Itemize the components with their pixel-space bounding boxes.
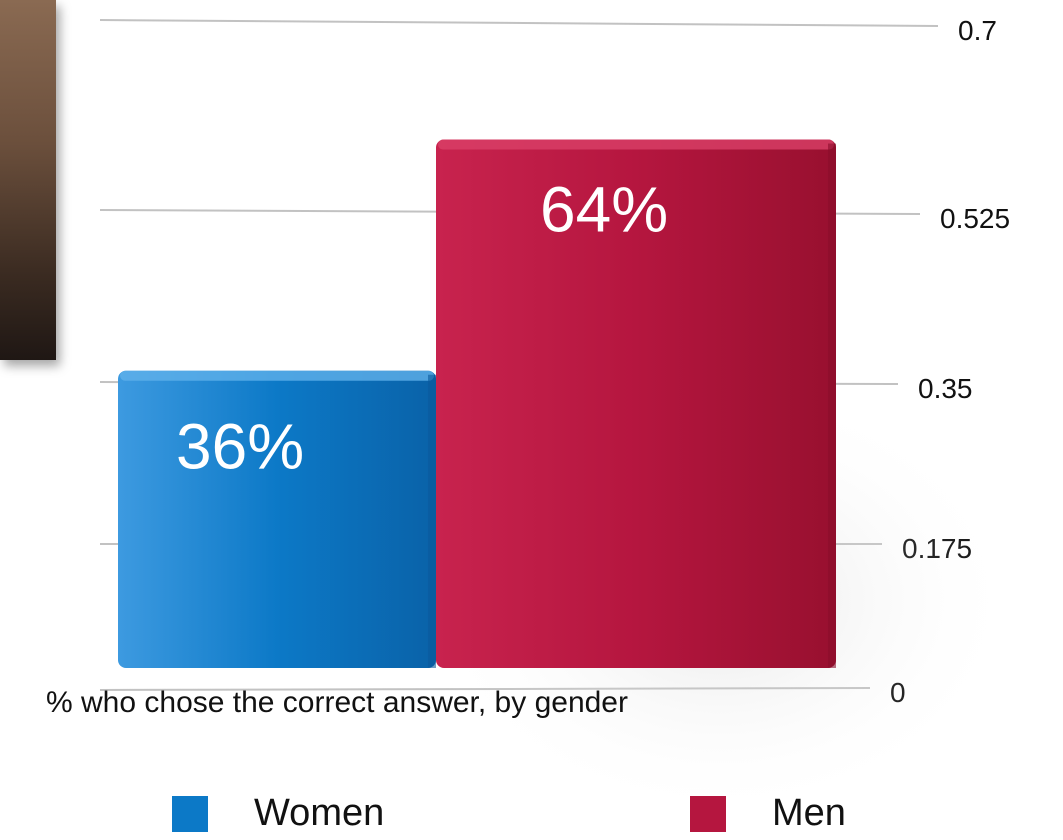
bar-body [436,139,836,669]
gridline [99,19,939,27]
bar-men [436,139,836,669]
chart-caption: % who chose the correct answer, by gende… [46,686,628,719]
bar-side-shade [828,143,836,669]
bar-body [118,370,436,668]
y-tick-label: 0.525 [940,203,1010,234]
bar-side-shade [428,374,436,668]
bar-top-highlight [438,139,834,150]
y-tick-label: 0.7 [958,15,997,46]
bar-value-label: 64% [540,174,668,246]
bars [118,139,836,669]
bar-value-label: 36% [176,411,304,483]
bar-top-highlight [120,370,434,381]
photo-thumbnail [0,0,56,360]
bar-women [118,370,436,668]
y-tick-label: 0.35 [918,373,973,404]
bar-value-labels: 36% 64% [176,174,668,483]
